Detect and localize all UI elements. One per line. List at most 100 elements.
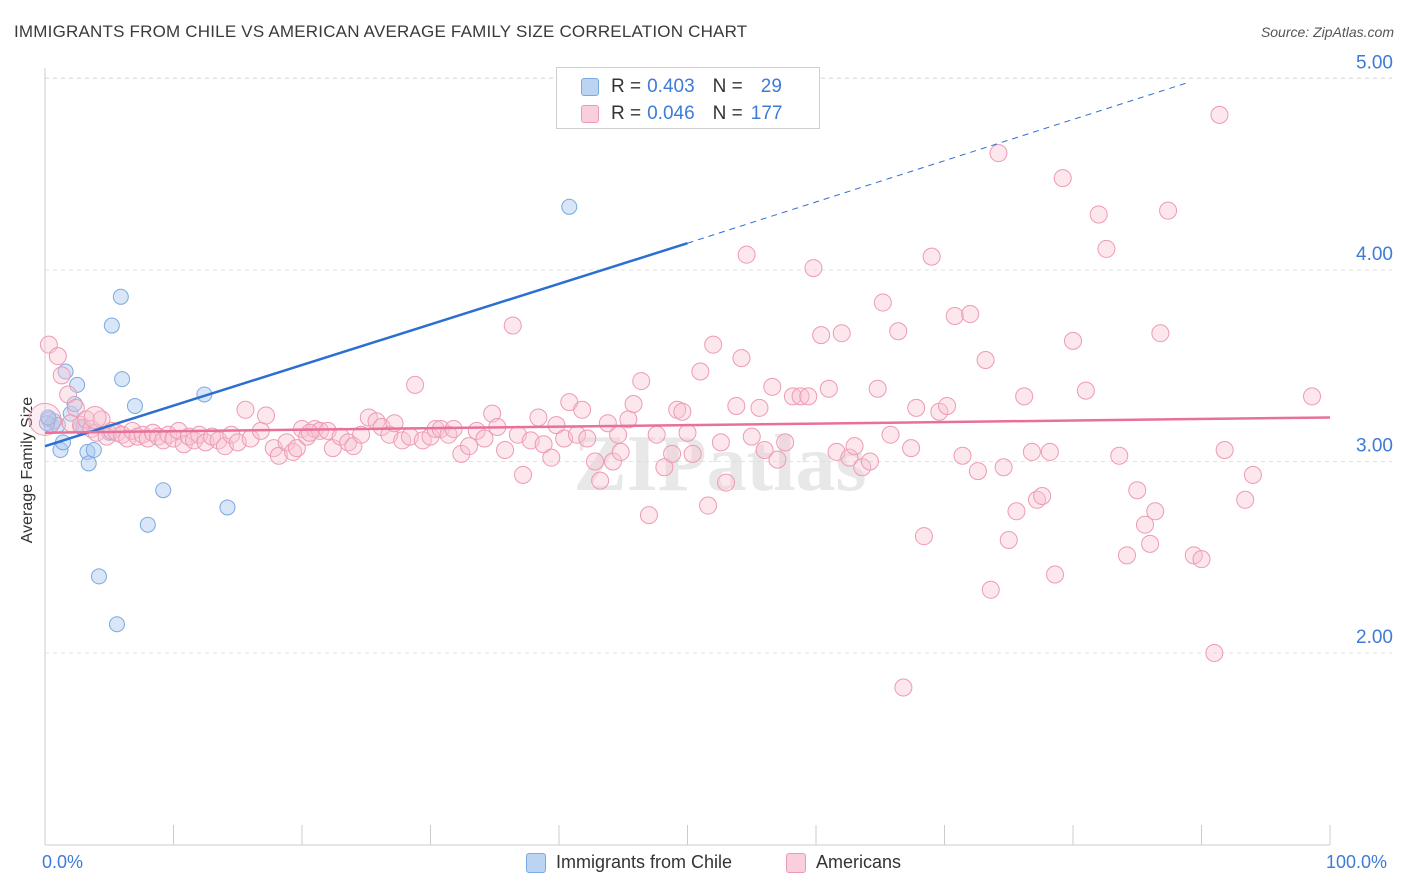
data-point — [989, 144, 1008, 163]
data-point — [561, 198, 578, 215]
data-point — [112, 288, 129, 305]
data-point — [717, 473, 736, 492]
series-americans — [28, 105, 1322, 697]
y-tick-label: 2.00 — [1356, 627, 1393, 648]
data-point — [819, 379, 838, 398]
legend-row-chile: R = 0.403 N = 29 — [581, 76, 788, 98]
legend-r-value: 0.046 — [647, 103, 695, 124]
x-tick-max: 100.0% — [1326, 852, 1388, 872]
data-point — [139, 516, 156, 533]
data-point — [452, 444, 471, 463]
data-point — [287, 439, 306, 458]
data-point — [114, 371, 131, 388]
data-point — [1303, 387, 1322, 406]
data-point — [534, 435, 553, 454]
data-point — [69, 376, 86, 393]
data-point — [776, 433, 795, 452]
data-point — [711, 433, 730, 452]
bottom-legend-swatch-americans — [786, 852, 806, 873]
data-point — [103, 317, 120, 334]
trend-line-americans — [44, 416, 1331, 435]
trend-line-chile — [44, 241, 688, 448]
data-point — [914, 527, 933, 546]
data-point — [750, 398, 769, 417]
data-point — [1097, 239, 1116, 258]
data-point — [277, 433, 296, 452]
data-point — [624, 395, 643, 414]
data-point — [763, 377, 782, 396]
chart-source: Source: ZipAtlas.com — [1260, 24, 1394, 40]
data-point — [48, 347, 67, 366]
data-point — [80, 455, 97, 472]
data-point — [585, 452, 604, 471]
data-point — [514, 465, 533, 484]
y-tick-label: 5.00 — [1356, 53, 1393, 74]
y-tick-labels: 2.00 3.00 4.00 5.00 — [1356, 53, 1393, 649]
legend-r-label: R = — [611, 103, 642, 124]
data-point — [699, 496, 718, 515]
grid-lines — [45, 77, 1392, 654]
data-point — [90, 568, 107, 585]
data-point — [126, 397, 143, 414]
legend-n-label: N = — [712, 76, 743, 97]
data-point — [938, 396, 957, 415]
data-point — [1089, 205, 1108, 224]
legend-n-value: 29 — [760, 76, 782, 97]
data-point — [503, 316, 522, 335]
data-point — [483, 404, 502, 423]
data-point — [38, 415, 55, 432]
data-point — [655, 458, 674, 477]
data-point — [603, 452, 622, 471]
data-point — [496, 441, 515, 460]
data-point — [632, 372, 651, 391]
data-point — [1064, 331, 1082, 350]
data-point — [1236, 490, 1255, 509]
data-point — [1243, 465, 1262, 484]
data-point — [732, 349, 751, 368]
legend-n-value: 177 — [750, 103, 783, 124]
data-point — [1210, 105, 1229, 124]
data-point — [1205, 644, 1224, 662]
data-point — [300, 423, 319, 442]
data-point — [673, 402, 692, 421]
data-point — [999, 531, 1018, 550]
data-point — [832, 324, 851, 343]
bottom-legend-label-americans: Americans — [816, 852, 902, 872]
data-point — [922, 247, 941, 266]
data-point — [1215, 441, 1234, 460]
data-point — [257, 406, 276, 425]
data-point — [1128, 481, 1147, 500]
data-point — [860, 452, 879, 471]
data-point — [1141, 534, 1160, 553]
data-point — [907, 398, 926, 417]
data-point — [547, 416, 566, 435]
bottom-legend-swatch-chile — [526, 852, 546, 873]
data-point — [737, 245, 756, 264]
data-point — [578, 429, 597, 448]
data-point — [704, 335, 723, 354]
data-point — [591, 471, 610, 490]
x-tick-min: 0.0% — [42, 852, 84, 872]
data-point — [85, 442, 102, 459]
data-point — [994, 458, 1013, 477]
data-point — [62, 405, 79, 422]
data-point — [742, 427, 761, 446]
data-point — [804, 259, 823, 278]
data-point — [755, 441, 774, 460]
data-point — [968, 462, 987, 481]
data-point — [1022, 442, 1041, 461]
data-point — [840, 448, 859, 467]
data-point — [219, 499, 236, 516]
data-point — [352, 425, 371, 444]
data-point — [155, 482, 172, 499]
data-point — [529, 408, 548, 427]
data-point — [1007, 502, 1026, 521]
data-point — [768, 450, 787, 469]
data-point — [1053, 169, 1072, 188]
watermark: ZIPatlas — [573, 420, 866, 508]
data-point — [691, 362, 710, 381]
legend-n-label: N = — [712, 103, 743, 124]
data-point — [845, 437, 864, 456]
data-point — [1033, 486, 1052, 505]
